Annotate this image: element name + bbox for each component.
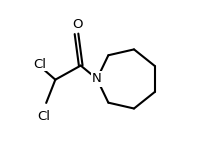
Text: N: N <box>92 72 102 85</box>
Text: Cl: Cl <box>33 58 47 71</box>
Text: Cl: Cl <box>37 110 50 123</box>
Text: O: O <box>72 18 82 31</box>
